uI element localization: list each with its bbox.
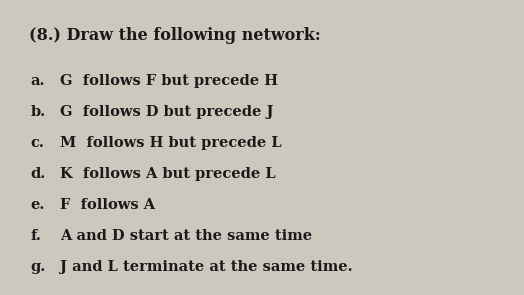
Text: J and L terminate at the same time.: J and L terminate at the same time. [60, 260, 353, 273]
Text: G  follows D but precede J: G follows D but precede J [60, 105, 274, 119]
Text: A and D start at the same time: A and D start at the same time [60, 229, 312, 242]
Text: a.: a. [30, 74, 45, 88]
Text: c.: c. [30, 136, 44, 150]
Text: (8.) Draw the following network:: (8.) Draw the following network: [29, 27, 321, 44]
Text: g.: g. [30, 260, 46, 273]
Text: f.: f. [30, 229, 41, 242]
Text: e.: e. [30, 198, 45, 212]
Text: d.: d. [30, 167, 46, 181]
Text: K  follows A but precede L: K follows A but precede L [60, 167, 276, 181]
Text: M  follows H but precede L: M follows H but precede L [60, 136, 282, 150]
Text: F  follows A: F follows A [60, 198, 156, 212]
Text: G  follows F but precede H: G follows F but precede H [60, 74, 278, 88]
Text: b.: b. [30, 105, 46, 119]
